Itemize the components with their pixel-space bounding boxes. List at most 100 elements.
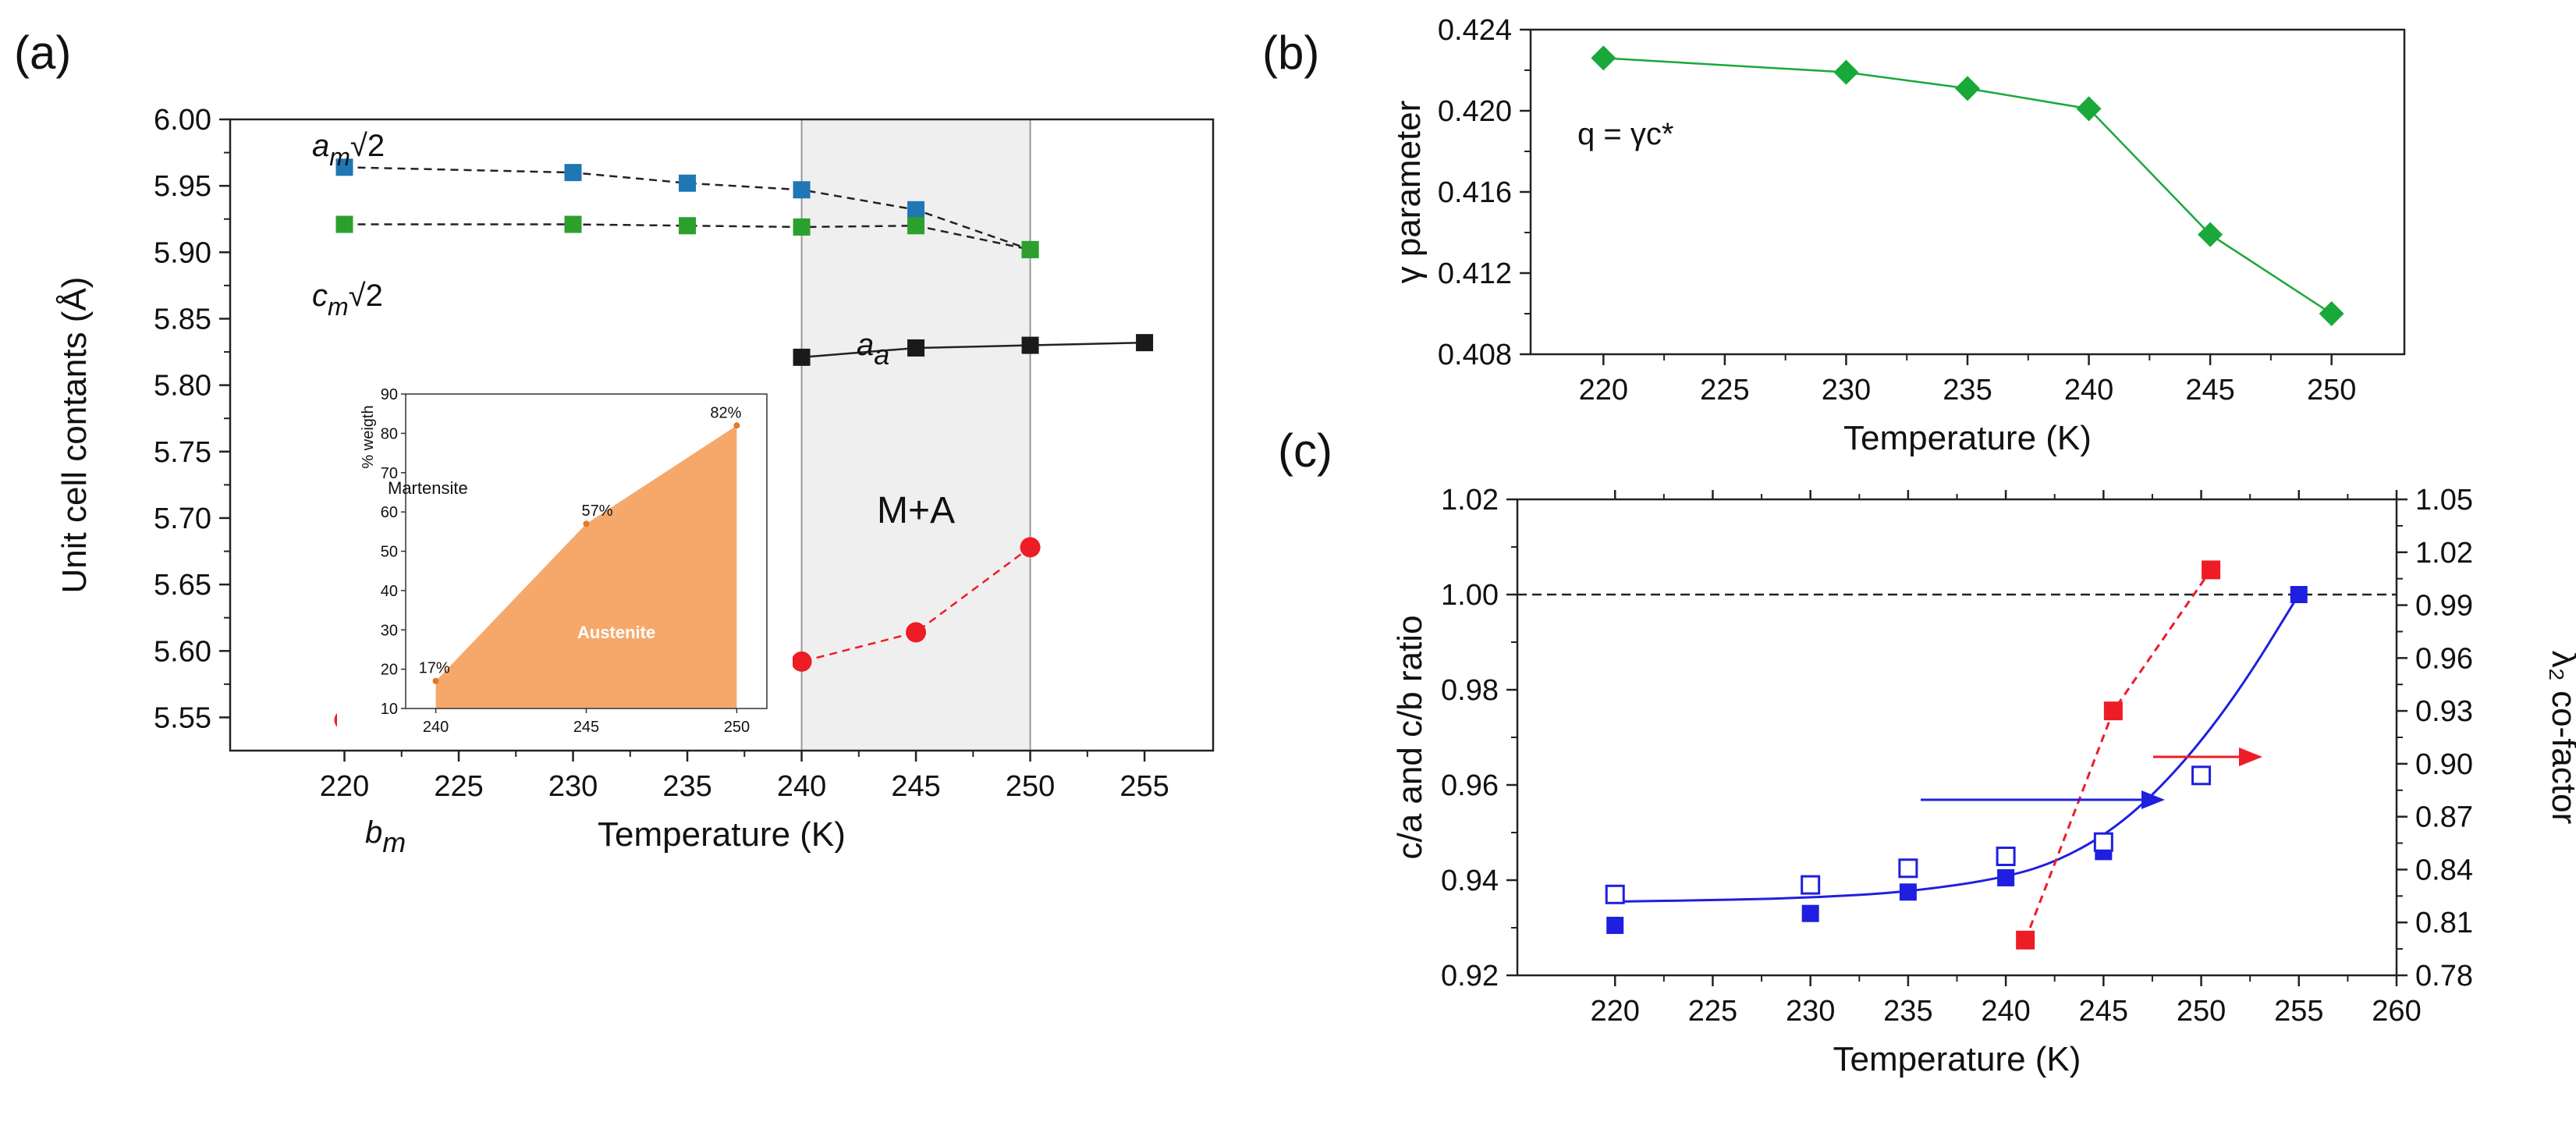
y-tick-label: 0.412 — [1438, 257, 1512, 290]
inset-y-tick-label: 80 — [381, 425, 398, 442]
x-tick-label: 235 — [1943, 374, 1992, 407]
x-tick-label: 230 — [1822, 374, 1871, 407]
equation-annotation: q = γc* — [1577, 117, 1673, 151]
data-point-c_m√2 — [679, 217, 697, 235]
data-point-b_m — [1020, 537, 1041, 558]
x-tick-label: 235 — [1883, 995, 1932, 1028]
series-line-a_a — [801, 341, 1145, 359]
data-point-lambda2 — [2202, 560, 2221, 580]
y-tick-label: 1.02 — [1441, 484, 1499, 517]
y-axis-title: γ parameter — [1389, 101, 1428, 284]
data-point-c-b — [1801, 875, 1821, 895]
y-tick-label: 5.70 — [154, 502, 211, 535]
y-tick-label: 5.80 — [154, 370, 211, 403]
series-line-c_m√2 — [344, 223, 1031, 251]
x-tick-label: 250 — [2307, 374, 2356, 407]
y-axis-title: c/a and c/b ratio — [1391, 615, 1429, 859]
y-axis-title: Unit cell contants (Å) — [55, 277, 94, 594]
x-tick-label: 255 — [1119, 770, 1169, 803]
data-point-c-a — [1899, 883, 1917, 901]
inset-y-tick-label: 10 — [381, 701, 398, 718]
data-point-c_m√2 — [793, 218, 811, 236]
x-tick-label: 235 — [662, 770, 711, 803]
x-tick-label: 220 — [320, 770, 369, 803]
inset-data-label: 57% — [582, 502, 613, 520]
y-tick-label: 0.420 — [1438, 95, 1512, 128]
inset-y-axis-title: % weigth — [360, 405, 377, 468]
inset-y-tick-label: 60 — [381, 504, 398, 521]
series-line-a_m√2 — [344, 166, 1031, 251]
x-tick-label: 255 — [2274, 995, 2323, 1028]
y-tick-label: 0.94 — [1441, 865, 1499, 897]
data-point-a_m√2 — [679, 174, 697, 192]
x-tick-label: 245 — [891, 770, 940, 803]
x-tick-label: 220 — [1579, 374, 1628, 407]
y-tick-label: 1.00 — [1441, 579, 1499, 612]
data-point-c_m√2 — [564, 215, 582, 233]
x-tick-label: 240 — [1981, 995, 2030, 1028]
data-point-c-b — [1898, 858, 1918, 879]
data-point-a_m√2 — [335, 158, 353, 176]
chart-b: 220 225 230 235 240 245 250 0.408 0.412 0.416 0.42… — [1389, 14, 2406, 457]
x-axis-title: Temperature (K) — [1843, 419, 2092, 457]
y-tick-label: 6.00 — [154, 104, 211, 137]
plot-frame — [1516, 498, 2398, 977]
y-tick-label: 0.408 — [1438, 339, 1512, 371]
panel-label-b: (b) — [1262, 27, 1319, 79]
y-tick-label: 0.92 — [1441, 960, 1499, 993]
data-point-a_m√2 — [793, 181, 811, 199]
panel-label-c: (c) — [1278, 424, 1332, 477]
x-axis-title: Temperature (K) — [598, 815, 846, 854]
y-right-tick-label: 0.99 — [2415, 590, 2473, 623]
y-right-tick-label: 0.78 — [2415, 960, 2473, 993]
y-tick-label: 5.85 — [154, 303, 211, 336]
panel-label-a: (a) — [14, 27, 71, 79]
y-right-tick-label: 0.81 — [2415, 907, 2473, 939]
inset-point — [583, 520, 590, 527]
shaded-region-label: M+A — [877, 490, 955, 531]
data-point-lambda2 — [2103, 701, 2123, 721]
inset-data-label: 17% — [419, 660, 450, 677]
inset-y-tick-label: 30 — [381, 622, 398, 639]
y-right-tick-label: 0.84 — [2415, 854, 2473, 886]
x-tick-label: 245 — [2079, 995, 2128, 1028]
y-tick-label: 0.96 — [1441, 769, 1499, 802]
y-tick-label: 5.65 — [154, 569, 211, 602]
data-point-a_a — [1136, 334, 1154, 352]
data-point-c-b — [1996, 847, 2016, 866]
y-right-tick-label: 1.02 — [2415, 537, 2473, 570]
data-point-c-b — [1605, 884, 1625, 904]
inset-y-tick-label: 90 — [381, 386, 398, 403]
y-tick-label: 5.55 — [154, 701, 211, 734]
data-point-c_m√2 — [907, 217, 925, 235]
data-point-gamma — [1833, 59, 1859, 85]
y-tick-label: 5.60 — [154, 635, 211, 668]
inset-x-tick-label: 250 — [724, 719, 750, 736]
y-tick-label: 0.416 — [1438, 176, 1512, 209]
inset-y-tick-label: 40 — [381, 583, 398, 600]
x-tick-label: 225 — [1688, 995, 1737, 1028]
chart-c: 220 225 230 235 240 245 250 255 260 0.92 0.94 0.96 0… — [1391, 484, 2576, 1078]
x-tick-label: 220 — [1591, 995, 1640, 1028]
inset-y-tick-label: 70 — [381, 465, 398, 482]
data-point-a_a — [793, 348, 811, 366]
data-point-c_m√2 — [1021, 240, 1039, 258]
y-tick-label: 5.75 — [154, 436, 211, 469]
y-right-tick-label: 1.05 — [2415, 484, 2473, 517]
x-axis-title: Temperature (K) — [1833, 1040, 2081, 1078]
data-point-a_a — [1021, 336, 1039, 354]
y-tick-label: 5.95 — [154, 170, 211, 203]
inset-point — [432, 677, 439, 684]
y-right-tick-label: 0.90 — [2415, 748, 2473, 781]
inset-point — [733, 422, 740, 429]
inset-region-label-austenite: Austenite — [577, 623, 655, 642]
y-tick-label: 5.90 — [154, 236, 211, 269]
series-label-a_a: aa — [857, 328, 889, 371]
x-tick-label: 230 — [1786, 995, 1835, 1028]
y-right-tick-label: 0.93 — [2415, 695, 2473, 728]
data-point-c-a — [1801, 904, 1819, 922]
series-line-lambda2 — [2024, 569, 2212, 941]
inset-x-tick-label: 240 — [423, 719, 449, 736]
plot-frame — [229, 118, 1215, 752]
